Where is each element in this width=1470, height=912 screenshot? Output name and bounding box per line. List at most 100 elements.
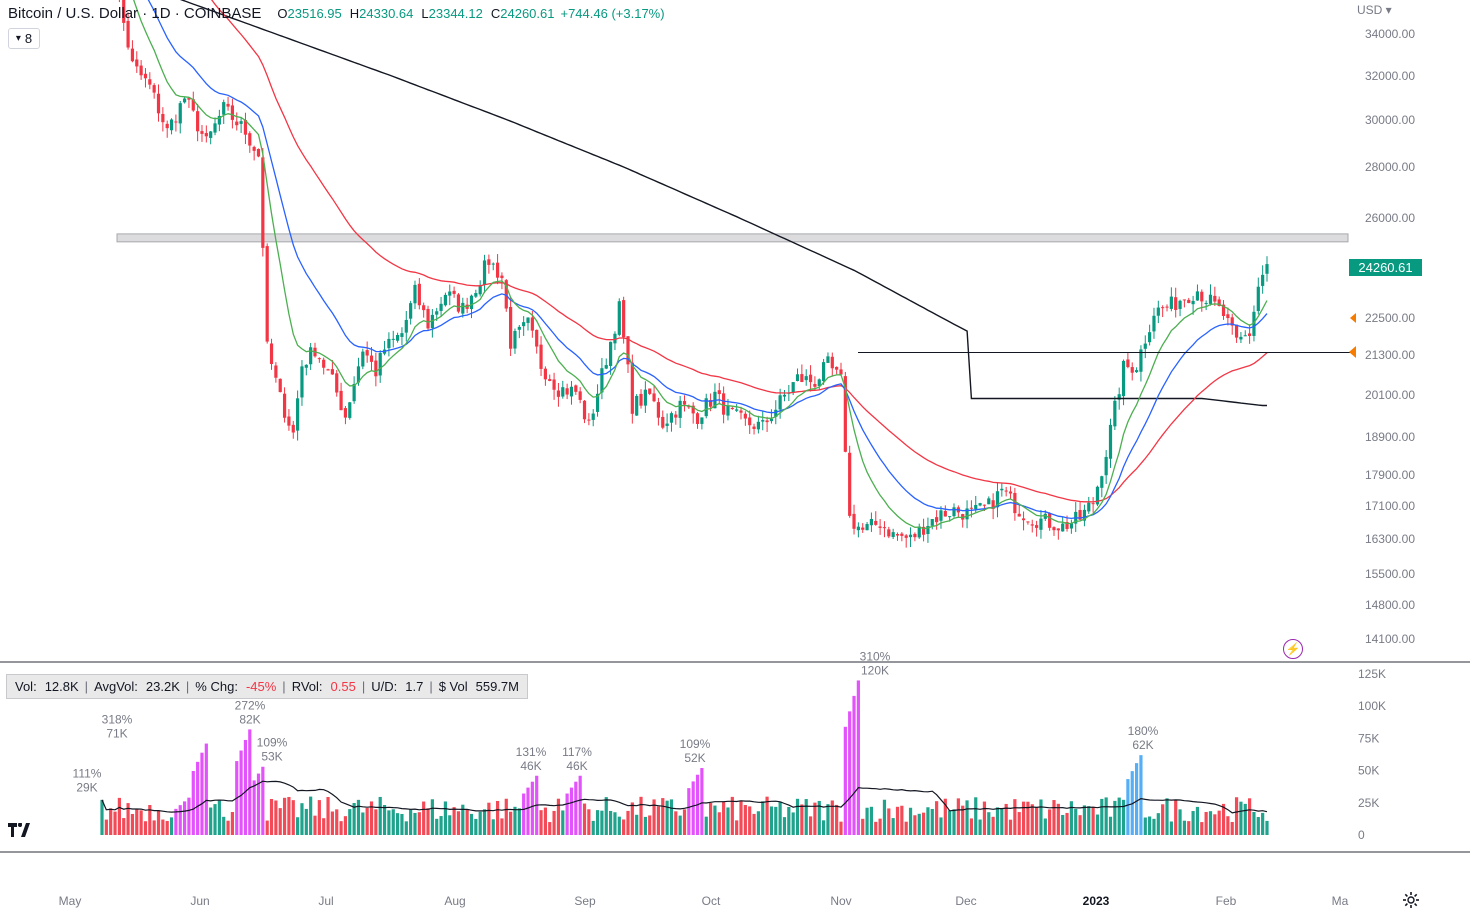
candle-body — [1161, 307, 1165, 309]
volume-bar — [1230, 821, 1234, 835]
volume-bar — [878, 818, 882, 835]
currency-selector[interactable]: USD ▾ — [1357, 3, 1392, 17]
volume-bar — [378, 796, 382, 835]
gear-icon[interactable] — [1402, 891, 1420, 909]
volume-bar — [969, 818, 973, 835]
candle-body — [848, 452, 852, 516]
candle-body — [1239, 336, 1243, 340]
volume-bar — [935, 801, 939, 835]
rvol-value: 0.55 — [330, 679, 356, 694]
candle-body — [178, 103, 182, 124]
dollar-vol-value: 559.7M — [475, 679, 519, 694]
volume-bar — [874, 821, 878, 835]
volume-bar — [678, 815, 682, 835]
price-tick-label: 20100.00 — [1365, 388, 1415, 402]
candle-body — [456, 294, 461, 312]
candle-body — [1039, 518, 1043, 530]
candle-body — [813, 383, 817, 387]
volume-bar — [169, 817, 174, 835]
volume-bar — [230, 811, 235, 835]
candle-body — [982, 504, 987, 506]
price-tick-label: 28000.00 — [1365, 160, 1415, 174]
lightning-icon[interactable]: ⚡ — [1283, 639, 1303, 659]
volume-bar — [109, 808, 113, 835]
time-tick-label: Aug — [444, 894, 465, 908]
volume-bar — [639, 796, 643, 835]
volume-annotation-pct: 117% — [562, 745, 592, 759]
volume-bar — [1239, 801, 1243, 835]
volume-bar — [374, 809, 378, 835]
volume-bar — [369, 801, 374, 835]
volume-bar — [656, 806, 661, 835]
volume-annotation-pct: 109% — [680, 737, 711, 751]
candle-body — [1200, 291, 1204, 302]
volume-bar — [917, 813, 921, 835]
price-tick-label: 17900.00 — [1365, 468, 1415, 482]
volume-bar — [1200, 822, 1204, 835]
volume-annotation-vol: 29K — [76, 781, 97, 795]
candle-body — [443, 294, 448, 306]
volume-bar — [913, 815, 917, 835]
candle-body — [552, 379, 556, 390]
volume-bar — [304, 808, 308, 835]
resistance-zone[interactable] — [116, 233, 1349, 243]
volume-bar — [552, 810, 556, 835]
tradingview-logo-icon[interactable] — [3, 813, 37, 847]
candle-body — [513, 330, 517, 349]
volume-bar — [987, 812, 991, 835]
candle-body — [482, 260, 487, 285]
volume-bar — [1243, 803, 1247, 835]
volume-bar — [869, 806, 874, 835]
candle-body — [365, 350, 369, 356]
volume-bar — [1130, 771, 1134, 835]
candle-body — [656, 402, 661, 418]
volume-bar — [165, 820, 169, 835]
candle-body — [426, 308, 430, 329]
candle-body — [1213, 295, 1217, 302]
volume-tick-label: 0 — [1358, 828, 1365, 842]
volume-bar — [217, 800, 221, 835]
volume-bar — [569, 787, 574, 835]
candle-body — [565, 388, 569, 395]
volume-bar — [113, 811, 117, 835]
volume-tick-label: 100K — [1358, 699, 1386, 713]
candle-body — [1008, 491, 1013, 494]
volume-bar — [635, 814, 639, 835]
volume-bar — [982, 801, 987, 835]
candle-body — [687, 406, 691, 408]
volume-annotation-pct: 131% — [516, 745, 547, 759]
volume-bar — [978, 819, 982, 835]
alert-marker[interactable] — [1350, 313, 1356, 323]
volume-bar — [135, 808, 139, 835]
ud-value: 1.7 — [405, 679, 424, 694]
candle-body — [265, 246, 269, 342]
candle-body — [556, 390, 561, 397]
volume-bar — [478, 811, 482, 835]
volume-bar — [530, 781, 534, 835]
open-value: 23516.95 — [287, 6, 342, 21]
volume-bar — [1217, 810, 1221, 835]
symbol-title[interactable]: Bitcoin / U.S. Dollar · 1D · COINBASE — [8, 5, 262, 22]
volume-bar — [995, 807, 1000, 835]
candle-body — [913, 533, 917, 538]
alert-marker-support[interactable] — [1349, 346, 1356, 358]
volume-bar — [769, 806, 774, 835]
volume-bar — [174, 808, 178, 835]
candle-body — [1165, 306, 1169, 308]
candle-body — [256, 149, 261, 157]
volume-annotation-pct: 180% — [1128, 724, 1159, 738]
candle-body — [1056, 528, 1060, 531]
candle-body — [1004, 490, 1008, 492]
price-axis: 34000.00 32000.00 30000.00 28000.00 26000.00… — [1365, 27, 1415, 646]
candle-body — [343, 408, 348, 418]
volume-bar — [495, 800, 500, 835]
candle-body — [865, 524, 869, 531]
volume-bar — [139, 810, 143, 835]
candle-body — [617, 301, 621, 335]
candle-body — [822, 362, 826, 382]
volume-bar — [1117, 797, 1121, 835]
indicator-toggle[interactable]: ▾ 8 — [8, 28, 40, 49]
volume-bar — [1056, 803, 1060, 835]
candle-body — [674, 414, 678, 418]
